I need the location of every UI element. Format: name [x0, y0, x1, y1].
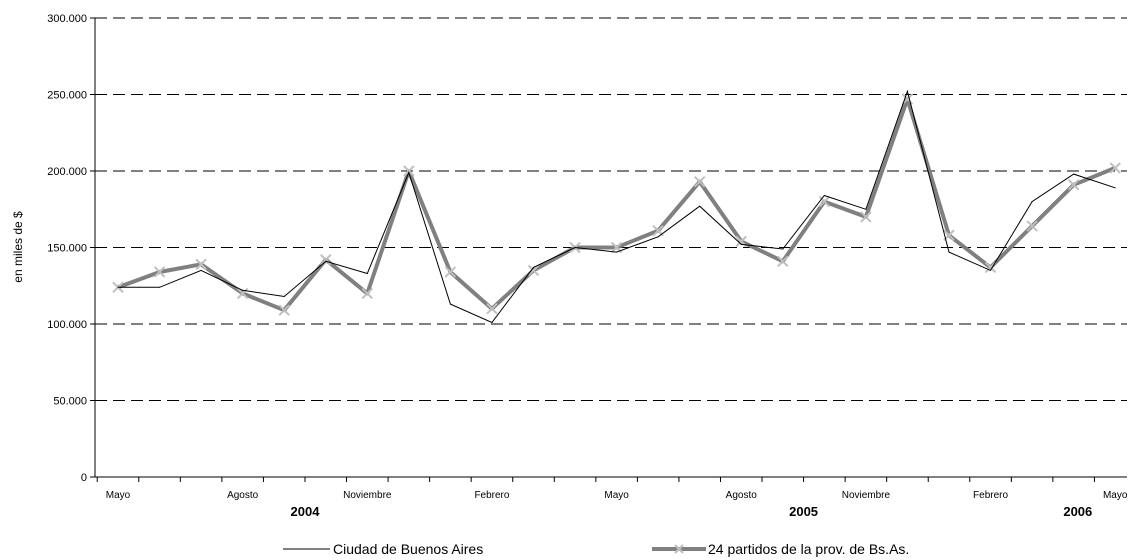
data-point-partidos [1109, 162, 1121, 174]
y-tick-label: 0 [81, 472, 87, 484]
x-tick-label: Agosto [726, 490, 758, 501]
data-point-partidos [195, 258, 207, 271]
data-point-partidos [403, 165, 415, 177]
gridlines [95, 17, 1127, 401]
data-point-ciudad [533, 266, 534, 268]
data-point-ciudad [823, 194, 825, 196]
legend-marker-partidos [674, 544, 684, 554]
data-point-ciudad [574, 247, 576, 248]
data-point-ciudad [906, 90, 908, 92]
year-label: 2006 [1063, 504, 1092, 519]
year-label: 2004 [291, 504, 321, 519]
data-point-partidos [860, 211, 872, 223]
y-axis-label: en miles de $ [11, 211, 25, 283]
data-point-ciudad [1114, 187, 1116, 189]
data-point-ciudad [159, 286, 161, 288]
data-point-ciudad [1073, 173, 1075, 175]
data-point-ciudad [948, 251, 950, 253]
x-tick-label: Febrero [973, 490, 1008, 501]
year-labels: 2004 2005 2006 [291, 504, 1093, 519]
y-axis-ticks: 0 50.000 100.000 150.000 200.000 250.000 300.0… [47, 13, 95, 484]
data-point-partidos [527, 264, 540, 277]
y-tick-label: 50.000 [53, 396, 87, 408]
data-point-ciudad [657, 236, 659, 238]
data-series [112, 89, 1121, 324]
data-point-ciudad [366, 273, 368, 275]
data-point-ciudad [242, 289, 244, 291]
data-point-ciudad [740, 243, 742, 245]
data-point-ciudad [449, 303, 451, 305]
data-point-partidos [236, 287, 249, 300]
year-label: 2005 [789, 504, 818, 519]
series-line-partidos [117, 97, 1116, 313]
legend: Ciudad de Buenos Aires 24 partidos de la… [283, 541, 909, 557]
y-tick-label: 300.000 [47, 13, 87, 25]
x-tick-label: Mayo [1103, 490, 1128, 501]
data-point-ciudad [283, 295, 285, 297]
data-point-ciudad [1031, 201, 1033, 203]
data-point-ciudad [699, 205, 701, 207]
y-tick-label: 200.000 [47, 166, 87, 178]
data-point-partidos [486, 302, 498, 315]
data-point-partidos [320, 254, 332, 266]
x-tick-label: Mayo [106, 490, 131, 501]
data-point-partidos [1067, 179, 1080, 191]
data-point-partidos [278, 304, 290, 316]
data-point-partidos [153, 266, 166, 278]
data-point-ciudad [616, 251, 618, 253]
x-tick-label: Noviembre [343, 490, 392, 501]
x-tick-label: Febrero [474, 490, 509, 501]
data-point-ciudad [325, 260, 327, 262]
x-axis-ticks: Mayo Agosto Noviembre Febrero Mayo Agosto Novi… [96, 477, 1128, 501]
data-point-ciudad [782, 248, 784, 250]
data-point-ciudad [200, 269, 202, 271]
y-tick-label: 100.000 [47, 319, 87, 331]
data-point-ciudad [865, 208, 867, 210]
y-tick-label: 150.000 [47, 243, 87, 255]
y-tick-label: 250.000 [47, 90, 87, 102]
legend-label-partidos: 24 partidos de la prov. de Bs.As. [708, 541, 909, 557]
data-point-partidos [444, 266, 457, 278]
data-point-ciudad [408, 172, 410, 174]
legend-label-ciudad: Ciudad de Buenos Aires [333, 541, 483, 557]
data-point-partidos [361, 287, 374, 300]
x-tick-label: Noviembre [842, 490, 891, 501]
data-point-partidos [818, 195, 831, 208]
data-point-ciudad [990, 269, 992, 271]
data-point-partidos [693, 176, 706, 188]
x-tick-label: Mayo [604, 490, 629, 501]
data-point-partidos [777, 255, 789, 267]
data-point-ciudad [491, 321, 493, 323]
x-tick-label: Agosto [227, 490, 259, 501]
data-point-ciudad [117, 286, 119, 288]
data-point-partidos [901, 93, 914, 105]
series-line-ciudad [118, 89, 1116, 324]
data-point-partidos [1026, 220, 1038, 232]
